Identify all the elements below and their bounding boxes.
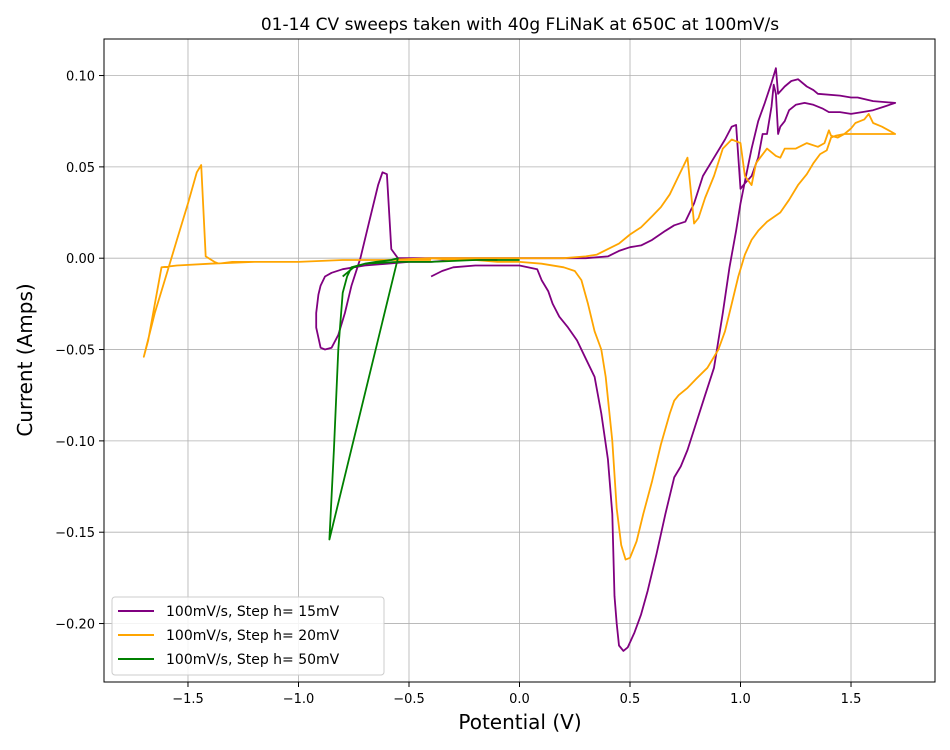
y-tick-label: −0.20 [55,618,95,633]
y-tick-label: −0.15 [55,526,95,541]
x-axis-title: Potential (V) [458,710,581,734]
x-tick-label: 1.0 [730,692,751,707]
legend: 100mV/s, Step h= 15mV 100mV/s, Step h= 20… [111,596,385,676]
legend-box [111,596,385,676]
y-tick-label: 0.10 [66,70,95,85]
y-axis-title: Current (Amps) [13,283,37,436]
x-tick-label: 0.0 [509,692,530,707]
legend-label-2: 100mV/s, Step h= 20mV [166,628,340,644]
x-tick-label: 0.5 [620,692,641,707]
y-tick-label: 0.05 [66,161,95,176]
series-line-1 [315,67,897,652]
y-tick-label: −0.05 [55,344,95,359]
y-tick-label: −0.10 [55,435,95,450]
legend-label-1: 100mV/s, Step h= 15mV [166,604,340,620]
legend-label-3: 100mV/s, Step h= 50mV [166,652,340,668]
y-tick-label: 0.00 [66,252,95,267]
x-tick-label: −1.5 [172,692,204,707]
series-line-2 [142,113,897,561]
x-tick-label: 1.5 [841,692,862,707]
axis-ticks: −1.5 −1.0 −0.5 0.0 0.5 1.0 1.5 −0.20 −0.15 −0.10 −… [55,70,861,707]
x-tick-label: −0.5 [393,692,425,707]
x-tick-label: −1.0 [283,692,315,707]
chart-title: 01-14 CV sweeps taken with 40g FLiNaK at… [261,15,779,35]
series-lines [142,67,897,652]
series-line-3 [328,257,520,541]
